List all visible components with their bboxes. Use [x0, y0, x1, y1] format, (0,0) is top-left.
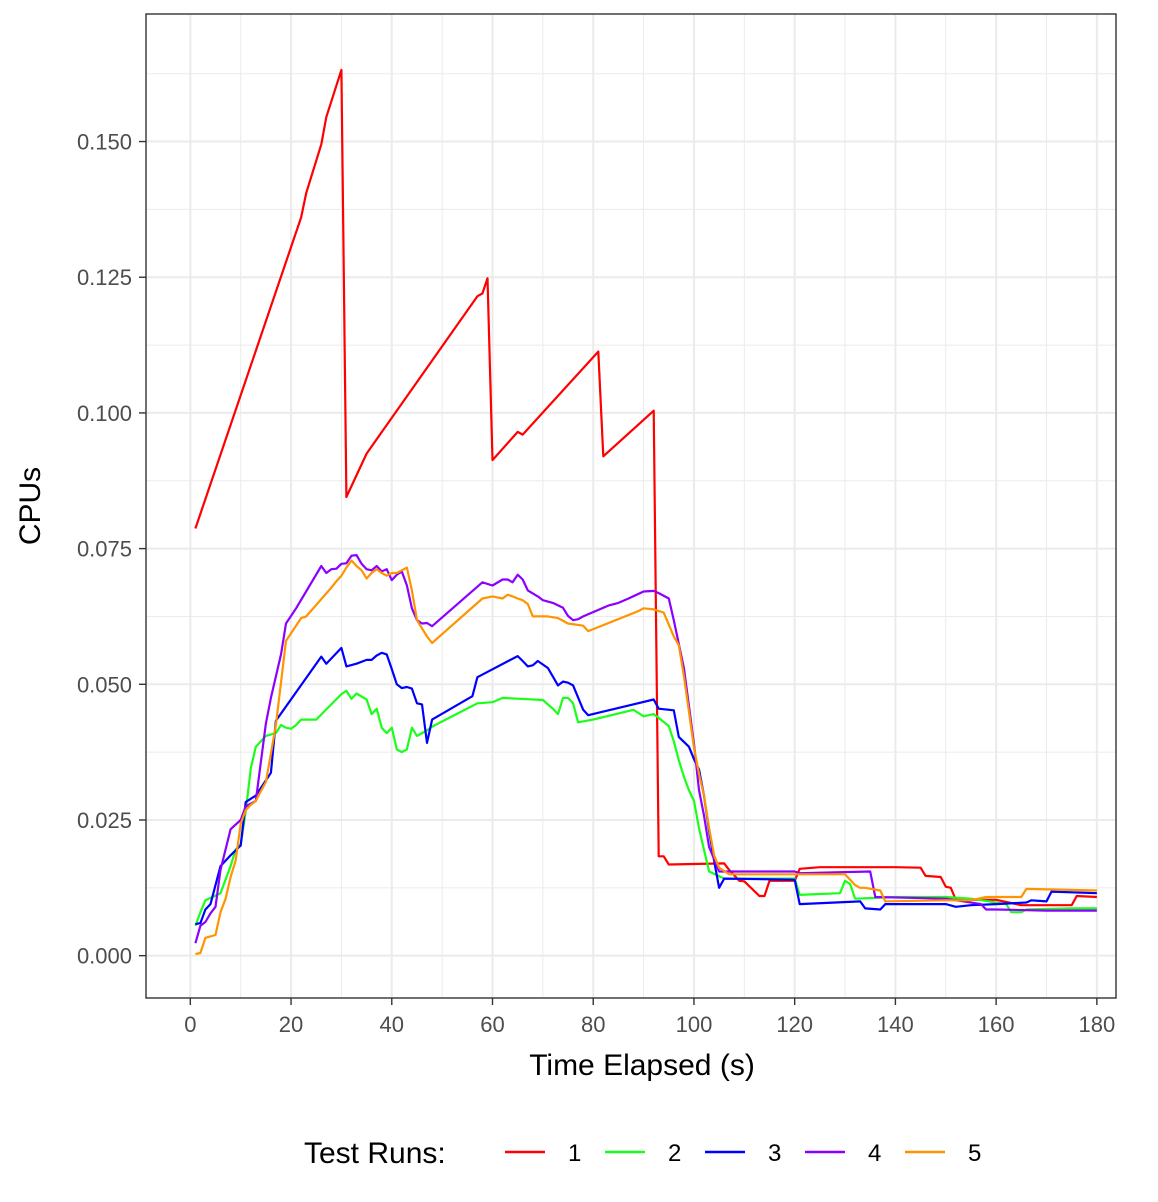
y-axis-title: CPUs	[14, 467, 47, 545]
series-line-5	[195, 559, 1097, 956]
x-tick-label: 140	[877, 1012, 914, 1037]
legend-label-3: 3	[768, 1140, 781, 1167]
panel-border	[145, 13, 1117, 999]
x-axis: 0 20 40 60 80 100 120 140 160 180	[184, 998, 1115, 1037]
y-tick-label: 0.125	[77, 265, 132, 290]
x-tick-label: 80	[581, 1012, 605, 1037]
y-tick-label: 0.150	[77, 130, 132, 155]
legend: Test Runs: 1 2 3 4 5	[304, 1137, 981, 1170]
series-line-1	[194, 68, 1097, 907]
x-tick-label: 180	[1079, 1012, 1116, 1037]
series-line-3	[195, 646, 1097, 926]
panel-background	[146, 14, 1116, 998]
series-lines	[194, 68, 1097, 956]
legend-title: Test Runs:	[304, 1137, 446, 1170]
y-axis: 0.000 0.025 0.050 0.075 0.100 0.125 0.150	[77, 130, 146, 969]
x-tick-label: 100	[676, 1012, 713, 1037]
legend-label-5: 5	[968, 1140, 981, 1167]
x-tick-label: 60	[480, 1012, 504, 1037]
x-tick-label: 40	[380, 1012, 404, 1037]
series-line-4	[194, 553, 1097, 944]
y-tick-label: 0.075	[77, 537, 132, 562]
legend-label-4: 4	[868, 1140, 881, 1167]
minor-gridlines	[146, 14, 1116, 998]
y-tick-label: 0.100	[77, 401, 132, 426]
y-tick-label: 0.050	[77, 672, 132, 697]
x-axis-title: Time Elapsed (s)	[529, 1049, 755, 1082]
major-gridlines	[146, 14, 1116, 998]
y-tick-label: 0.025	[77, 808, 132, 833]
x-tick-label: 0	[184, 1012, 196, 1037]
x-tick-label: 120	[776, 1012, 813, 1037]
legend-label-2: 2	[668, 1140, 681, 1167]
series-line-2	[194, 689, 1097, 927]
x-tick-label: 20	[279, 1012, 303, 1037]
y-tick-label: 0.000	[77, 944, 132, 969]
x-tick-label: 160	[978, 1012, 1015, 1037]
legend-label-1: 1	[568, 1140, 581, 1167]
